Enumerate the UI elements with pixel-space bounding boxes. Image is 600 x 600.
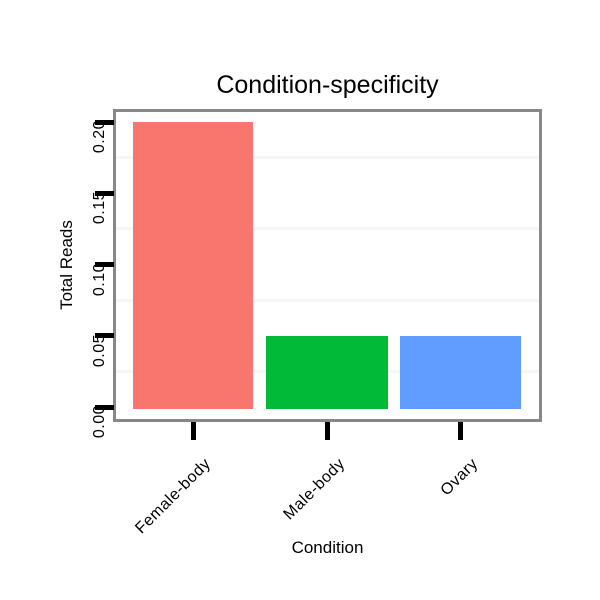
y-tick-label: 0.00 bbox=[91, 405, 108, 439]
plot-panel bbox=[113, 109, 542, 422]
minor-gridline bbox=[116, 227, 539, 231]
x-axis-tick bbox=[324, 422, 330, 440]
minor-gridline bbox=[116, 156, 539, 160]
x-axis-tick bbox=[190, 422, 196, 440]
y-axis-title: Total Reads bbox=[57, 220, 76, 310]
x-tick-label: Female-body bbox=[132, 455, 215, 538]
x-axis-title: Condition bbox=[291, 538, 364, 557]
bar-male-body bbox=[266, 335, 388, 409]
y-tick-label: 0.20 bbox=[91, 120, 108, 154]
y-axis-tick bbox=[95, 190, 114, 196]
y-axis-tick bbox=[95, 262, 114, 267]
x-axis-tick bbox=[457, 422, 463, 440]
bar-female-body bbox=[133, 122, 253, 409]
minor-gridline bbox=[116, 298, 539, 302]
y-tick-label: 0.15 bbox=[91, 191, 108, 225]
x-tick-label: Ovary bbox=[437, 455, 482, 500]
y-tick-label: 0.05 bbox=[91, 333, 108, 367]
chart-title: Condition-specificity bbox=[216, 71, 439, 99]
y-axis-tick bbox=[95, 119, 114, 125]
y-tick-label: 0.10 bbox=[91, 262, 108, 296]
y-axis-tick bbox=[95, 333, 114, 339]
bar-ovary bbox=[400, 335, 521, 409]
y-axis-tick bbox=[95, 404, 114, 410]
x-tick-label: Male-body bbox=[280, 455, 349, 524]
plot-area bbox=[116, 112, 539, 419]
